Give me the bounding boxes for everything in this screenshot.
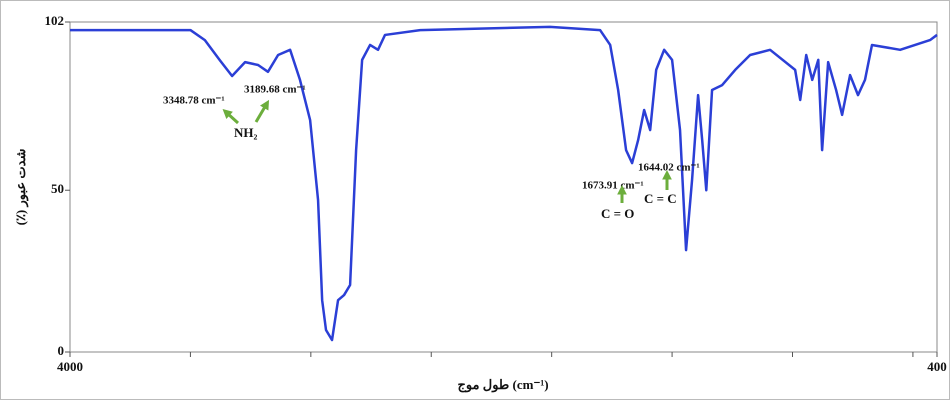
annotation: 1673.91 cm⁻¹ — [582, 180, 644, 192]
spectrum-line — [70, 25, 938, 342]
x-tick-label: 400 — [927, 359, 947, 374]
arrow-head — [222, 108, 233, 119]
annotation: 1644.02 cm⁻¹ — [638, 162, 700, 174]
y-tick-label: 0 — [58, 343, 65, 358]
annotation: 3348.78 cm⁻¹ — [163, 95, 225, 107]
arrow-head — [617, 185, 627, 195]
y-tick-label: 50 — [51, 181, 64, 196]
annotation: NH₂ — [234, 125, 258, 140]
x-axis-label: طول موج (cm⁻¹) — [457, 377, 548, 393]
annotation: C = C — [644, 191, 677, 206]
y-tick-label: 102 — [45, 13, 65, 28]
arrow-head — [260, 99, 270, 111]
x-tick-label: 4000 — [57, 359, 83, 374]
plot-area — [69, 21, 938, 353]
annotation: C = O — [601, 206, 634, 221]
annotation: 3189.68 cm⁻¹ — [244, 84, 306, 96]
y-axis-label: شدت عبور (٪) — [13, 149, 29, 226]
arrow-head — [662, 170, 672, 180]
